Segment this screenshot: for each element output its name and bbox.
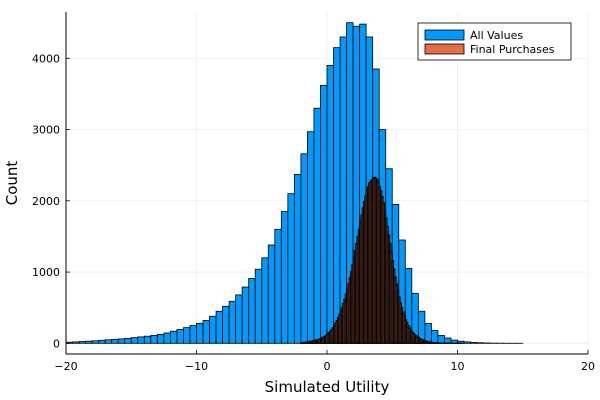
histogram-bar [118, 339, 125, 343]
histogram-bar [301, 154, 308, 344]
x-axis-label: Simulated Utility [265, 378, 390, 396]
series-all-values [66, 23, 523, 344]
histogram-bar [431, 330, 438, 343]
histogram-bar [236, 295, 243, 343]
y-tick-label: 2000 [32, 195, 60, 208]
histogram-bar [105, 340, 112, 344]
histogram-bar [229, 301, 236, 343]
histogram-bar [268, 245, 275, 343]
histogram-bar [255, 269, 262, 343]
legend-swatch-final-purchases [425, 44, 464, 54]
histogram-bar [86, 341, 93, 343]
histogram-bar [177, 329, 184, 343]
histogram-bar [425, 323, 432, 343]
histogram-bar [471, 342, 478, 343]
y-axis-label: Count [3, 161, 21, 206]
y-tick-label: 4000 [32, 52, 60, 65]
histogram-bar [183, 328, 190, 344]
histogram-bar [131, 338, 138, 344]
histogram-bar [138, 337, 145, 343]
histogram-bar [320, 85, 327, 343]
y-tick-label: 3000 [32, 124, 60, 137]
x-tick-label: 20 [581, 360, 595, 373]
x-tick-label: 10 [451, 360, 465, 373]
legend-label-final-purchases: Final Purchases [470, 43, 555, 56]
histogram-bar [262, 258, 269, 344]
legend-swatch-all-values [425, 30, 464, 40]
histogram-bar [164, 333, 171, 343]
histogram-bar [144, 336, 151, 343]
histogram-bar [288, 194, 295, 344]
histogram-bar [170, 331, 177, 343]
histogram-bar [444, 338, 451, 343]
histogram-bar [125, 338, 132, 343]
histogram-bar [73, 342, 80, 343]
histogram-bar [249, 278, 256, 343]
legend-label-all-values: All Values [470, 29, 523, 42]
histogram-bar [223, 306, 230, 343]
histogram-bar [79, 342, 86, 344]
histogram-bar [477, 343, 484, 344]
histogram-bar [203, 321, 210, 344]
histogram-bar [334, 48, 341, 344]
histogram-bar [464, 342, 471, 343]
histogram-bar [275, 229, 282, 343]
histogram-bar [112, 339, 119, 343]
histogram-bar [242, 287, 249, 343]
x-tick-label: −10 [185, 360, 208, 373]
histogram-bar [151, 335, 158, 343]
histogram-bar [216, 311, 223, 343]
histogram-bar [327, 65, 334, 343]
histogram-bar [294, 174, 301, 343]
histogram-bar [314, 108, 321, 343]
y-tick-label: 0 [53, 337, 60, 350]
histogram-bar [281, 212, 288, 344]
histogram-bar [197, 323, 204, 343]
histogram-bar [92, 341, 99, 343]
histogram-bar [157, 334, 164, 343]
histogram-bar [438, 335, 445, 343]
legend: All Values Final Purchases [418, 23, 571, 60]
histogram-bar [307, 132, 314, 344]
histogram-bar [190, 326, 197, 344]
y-tick-label: 1000 [32, 266, 60, 279]
x-tick-label: 0 [324, 360, 331, 373]
histogram-bar [210, 316, 217, 343]
histogram-bar [99, 340, 106, 343]
x-tick-label: −20 [54, 360, 77, 373]
